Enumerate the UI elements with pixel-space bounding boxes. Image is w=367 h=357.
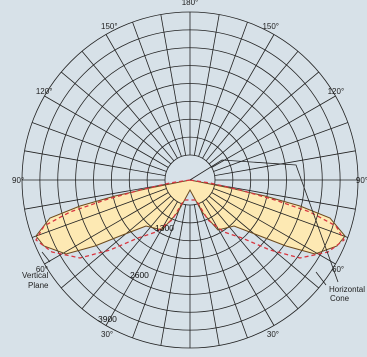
grid-spoke <box>31 122 167 172</box>
horizontal-cone-label-line1: Horizontal <box>329 285 365 294</box>
grid-spoke <box>81 51 175 162</box>
value-label-1300: 1300 <box>155 223 174 233</box>
angle-label-60-right: 60° <box>36 265 48 274</box>
grid-spoke <box>105 34 178 159</box>
grid-spoke <box>211 192 336 265</box>
annotations: Vertical Plane Horizontal Cone <box>22 271 365 303</box>
grid-spoke <box>31 188 167 238</box>
grid-spoke <box>193 204 220 346</box>
grid-spoke <box>24 183 166 210</box>
grid-spoke <box>24 150 166 177</box>
angle-labels: 180°150°150°120°120°90°90°60°60°30°30°0° <box>12 0 367 357</box>
grid-spoke <box>213 188 349 238</box>
angle-label-90-right: 90° <box>12 176 24 185</box>
grid-spoke <box>198 203 248 339</box>
grid-spoke <box>208 71 319 165</box>
grid-spoke <box>61 71 172 165</box>
grid-spoke <box>81 198 175 309</box>
grid-spoke <box>205 51 299 162</box>
angle-label-180: 180° <box>182 0 199 7</box>
grid-spoke <box>132 203 182 339</box>
grid-spoke <box>211 95 336 168</box>
grid-spoke <box>44 95 169 168</box>
vertical-plane-label-line1: Vertical <box>22 271 48 280</box>
angle-label-30-left: 30° <box>267 330 279 339</box>
grid-spoke <box>105 201 178 326</box>
polar-grid <box>21 11 359 349</box>
value-labels: 1300 2600 3900 <box>98 223 174 324</box>
angle-label-60-left: 60° <box>332 265 344 274</box>
angle-label-30-right: 30° <box>101 330 113 339</box>
grid-spoke <box>214 150 356 177</box>
angle-label-120-left: 120° <box>328 87 345 96</box>
grid-spoke <box>214 183 356 210</box>
value-label-3900: 3900 <box>98 314 117 324</box>
grid-spoke <box>198 21 248 157</box>
grid-spoke <box>160 14 187 156</box>
grid-spoke <box>202 34 275 159</box>
value-label-2600: 2600 <box>130 270 149 280</box>
grid-spoke <box>213 122 349 172</box>
angle-label-150-left: 150° <box>262 22 279 31</box>
grid-spoke <box>205 198 299 309</box>
cone-arrow <box>315 271 327 286</box>
grid-spoke <box>202 201 275 326</box>
angle-label-150-right: 150° <box>101 22 118 31</box>
horizontal-cone-leader <box>189 159 339 283</box>
grid-spoke <box>132 21 182 157</box>
horizontal-cone-curve <box>35 179 346 255</box>
vertical-plane-label-line2: Plane <box>28 281 49 290</box>
grid-spoke <box>61 195 172 289</box>
vertical-plane-leader <box>41 251 51 263</box>
horizontal-cone-label-line2: Cone <box>330 294 350 303</box>
curve-lines <box>35 159 346 286</box>
angle-label-90-left: 90° <box>356 176 367 185</box>
grid-spoke <box>193 14 220 156</box>
grid-spoke <box>44 192 169 265</box>
grid-spoke <box>208 195 319 289</box>
angle-label-120-right: 120° <box>36 87 53 96</box>
grid-spoke <box>160 204 187 346</box>
